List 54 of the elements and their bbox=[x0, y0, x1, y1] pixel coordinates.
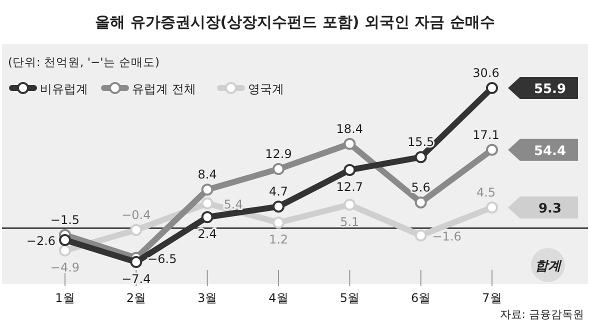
point bbox=[201, 197, 214, 210]
point bbox=[272, 163, 284, 176]
point bbox=[414, 229, 427, 242]
data-label: −0.4 bbox=[122, 208, 151, 222]
data-label: −1.6 bbox=[432, 229, 462, 244]
point bbox=[201, 211, 214, 224]
point bbox=[486, 82, 498, 94]
point bbox=[486, 144, 498, 156]
data-label: 5.1 bbox=[340, 214, 360, 229]
data-label: 4.7 bbox=[268, 184, 288, 199]
point bbox=[272, 216, 284, 229]
x-tick-label: 1월 bbox=[55, 291, 75, 305]
point bbox=[344, 138, 356, 150]
point bbox=[344, 198, 356, 211]
chart-title: 올해 유가증권시장(상장지수펀드 포함) 외국인 자금 순매수 bbox=[95, 13, 495, 31]
data-label: 8.4 bbox=[198, 168, 217, 182]
point bbox=[130, 256, 142, 268]
legend-label: 비유럽계 bbox=[40, 82, 88, 96]
data-label: 1.2 bbox=[268, 232, 288, 247]
text: (단위: 천억원, '−'는 순매도) bbox=[8, 55, 160, 69]
data-label: 5.6 bbox=[411, 180, 430, 194]
data-label: −7.4 bbox=[122, 272, 151, 286]
point bbox=[414, 151, 427, 164]
point bbox=[59, 234, 71, 246]
annotation: 합계 bbox=[535, 259, 562, 274]
point bbox=[272, 200, 284, 213]
data-label: 17.1 bbox=[472, 128, 500, 142]
data-label: 2.4 bbox=[198, 227, 217, 242]
data-label: 12.7 bbox=[336, 180, 364, 194]
data-label: 4.5 bbox=[476, 186, 496, 200]
x-tick-label: 3월 bbox=[198, 291, 218, 305]
data-label: 12.9 bbox=[265, 147, 292, 162]
x-tick-label: 4월 bbox=[268, 291, 288, 305]
data-label: −4.9 bbox=[50, 260, 80, 275]
point bbox=[201, 184, 214, 196]
x-tick-label: 7월 bbox=[482, 291, 502, 305]
data-label: −6.5 bbox=[148, 252, 177, 266]
data-label: 30.6 bbox=[472, 66, 500, 80]
text: 자료: 금융감독원 bbox=[500, 308, 584, 321]
point bbox=[344, 164, 356, 176]
data-label: 5.4 bbox=[224, 197, 243, 212]
x-tick-label: 6월 bbox=[411, 291, 431, 305]
data-label: 18.4 bbox=[336, 122, 364, 136]
data-label: −1.5 bbox=[50, 212, 80, 227]
point bbox=[486, 202, 498, 214]
x-tick-label: 2월 bbox=[126, 291, 146, 305]
point bbox=[414, 196, 427, 208]
data-label: −2.6 bbox=[26, 234, 56, 248]
legend-label: 영국계 bbox=[248, 82, 284, 96]
legend-label: 유럽계 전체 bbox=[132, 82, 196, 96]
point bbox=[130, 224, 142, 236]
data-label: 15.5 bbox=[407, 135, 434, 150]
x-tick-label: 5월 bbox=[340, 291, 360, 305]
point bbox=[59, 244, 71, 257]
